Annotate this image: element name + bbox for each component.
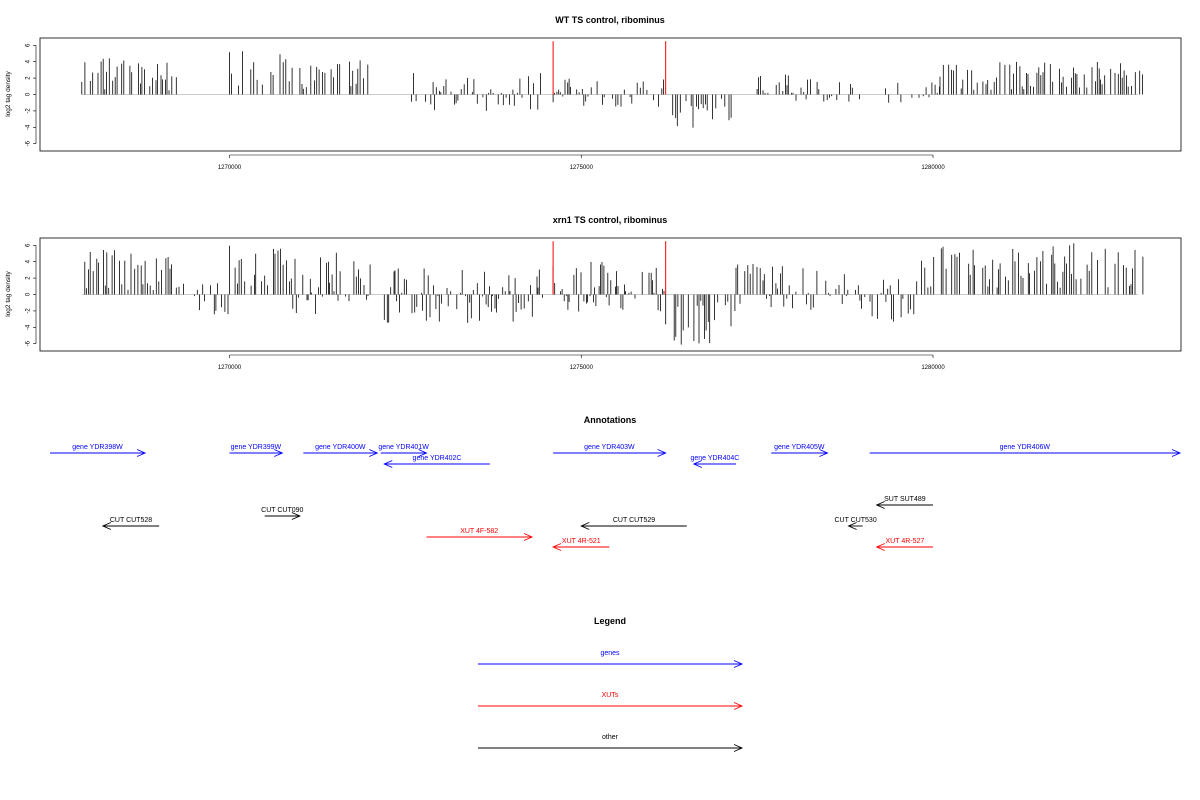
feature-arrowhead xyxy=(551,543,562,551)
genes-feature-label: gene YDR403W xyxy=(584,444,635,451)
y-tick-label: 0 xyxy=(26,92,32,96)
feature-arrowhead xyxy=(369,449,379,457)
y-tick-label: 4 xyxy=(26,59,32,63)
panel-wt-frame xyxy=(39,37,1182,152)
legend-arrow xyxy=(478,660,744,668)
feature-arrowhead xyxy=(1171,449,1182,457)
y-tick-label: -6 xyxy=(26,340,32,346)
other-feature-label: CUT CUT090 xyxy=(261,507,303,514)
xuts-feature xyxy=(426,533,534,541)
genes-feature xyxy=(303,449,379,457)
feature-arrowhead xyxy=(733,702,744,710)
panel-xrn1-marks: -6 -4 -2 0 2 4 6 1270000 1275000 1280000 xyxy=(26,241,1144,371)
other-feature xyxy=(580,522,687,530)
panel-xrn1-ylabel: log2 tag density xyxy=(5,270,12,316)
y-tick-label: 2 xyxy=(26,76,32,80)
other-feature xyxy=(875,501,933,509)
xuts-feature-label: XUT 4R-527 xyxy=(886,538,925,545)
feature-arrowhead xyxy=(580,522,590,530)
y-tick-label: 2 xyxy=(26,276,32,280)
feature-arrowhead xyxy=(875,501,885,509)
genes-feature xyxy=(869,449,1182,457)
genes-feature-label: gene YDR402C xyxy=(413,455,462,462)
xuts-feature xyxy=(875,543,933,551)
genes-feature-label: gene YDR401W xyxy=(378,444,429,451)
annotation-features: gene YDR398W gene YDR399W gene YDR400W gene… xyxy=(50,444,1182,551)
feature-arrowhead xyxy=(136,449,147,457)
x-tick-label: 1270000 xyxy=(218,365,242,371)
genes-feature-label: gene YDR405W xyxy=(774,444,825,451)
genes-feature xyxy=(380,449,428,457)
x-tick-label: 1270000 xyxy=(218,165,242,171)
genes-feature xyxy=(553,449,667,457)
other-feature xyxy=(101,522,160,530)
feature-arrowhead xyxy=(733,660,744,668)
genes-feature xyxy=(383,460,490,468)
panel-xrn1-title: xrn1 TS control, ribominus xyxy=(553,215,668,225)
y-tick-label: -6 xyxy=(26,140,32,146)
xuts-feature-label: XUT 4F-582 xyxy=(460,528,498,535)
x-tick-label: 1280000 xyxy=(921,365,945,371)
y-tick-label: -4 xyxy=(26,124,32,130)
feature-arrowhead xyxy=(875,543,885,551)
feature-arrowhead xyxy=(657,449,667,457)
panel-xrn1-frame xyxy=(39,237,1182,352)
annotations-title: Annotations xyxy=(584,415,637,425)
other-feature-label: CUT CUT529 xyxy=(613,517,655,524)
panel-xrn1: xrn1 TS control, ribominus log2 tag dens… xyxy=(5,215,1182,371)
genes-feature xyxy=(771,449,829,457)
feature-arrowhead xyxy=(383,460,393,468)
feature-arrowhead xyxy=(692,460,702,468)
feature-arrowhead xyxy=(418,449,428,457)
panel-wt-title: WT TS control, ribominus xyxy=(555,15,665,25)
y-tick-label: -2 xyxy=(26,308,32,314)
feature-arrowhead xyxy=(274,449,284,457)
y-tick-label: 6 xyxy=(26,243,32,247)
y-tick-label: -2 xyxy=(26,108,32,114)
other-feature-label: CUT CUT528 xyxy=(110,517,152,524)
y-tick-label: 6 xyxy=(26,43,32,47)
x-tick-label: 1280000 xyxy=(921,165,945,171)
other-feature xyxy=(847,522,863,530)
y-tick-label: 4 xyxy=(26,259,32,263)
genes-feature-label: gene YDR406W xyxy=(1000,444,1051,451)
feature-arrowhead xyxy=(523,533,534,541)
panel-wt-marks: -6 -4 -2 0 2 4 6 1270000 1275000 1280000 xyxy=(26,41,1143,171)
xuts-feature xyxy=(551,543,610,551)
legend-items: genes XUTs other xyxy=(478,650,744,752)
xuts-feature-label: XUT 4R-521 xyxy=(562,538,601,545)
legend-label: other xyxy=(602,734,619,741)
legend-arrow xyxy=(478,744,744,752)
feature-arrowhead xyxy=(101,522,112,530)
genes-feature-label: gene YDR400W xyxy=(315,444,366,451)
genes-feature-label: gene YDR398W xyxy=(72,444,123,451)
legend-label: XUTs xyxy=(602,692,619,699)
x-tick-label: 1275000 xyxy=(570,365,594,371)
feature-arrowhead xyxy=(291,512,301,520)
feature-arrowhead xyxy=(819,449,829,457)
other-feature-label: SUT SUT489 xyxy=(884,496,926,503)
y-tick-label: -4 xyxy=(26,324,32,330)
legend-title: Legend xyxy=(594,616,626,626)
x-tick-label: 1275000 xyxy=(570,165,594,171)
panel-wt-ylabel: log2 tag density xyxy=(5,70,12,116)
genes-feature-label: gene YDR399W xyxy=(231,444,282,451)
legend-label: genes xyxy=(600,650,620,657)
legend-section: Legend genes XUTs other xyxy=(478,616,744,752)
annotations-section: Annotations gene YDR398W gene YDR399W gene… xyxy=(50,415,1182,551)
other-feature xyxy=(264,512,301,520)
y-tick-label: 0 xyxy=(26,292,32,296)
genes-feature xyxy=(692,460,737,468)
other-feature-label: CUT CUT530 xyxy=(834,517,876,524)
legend-arrow xyxy=(478,702,744,710)
panel-wt: WT TS control, ribominus log2 tag densit… xyxy=(5,15,1182,171)
genes-feature xyxy=(50,449,147,457)
feature-arrowhead xyxy=(733,744,744,752)
genes-feature xyxy=(229,449,284,457)
feature-arrowhead xyxy=(847,522,857,530)
genes-feature-label: gene YDR404C xyxy=(690,455,739,462)
